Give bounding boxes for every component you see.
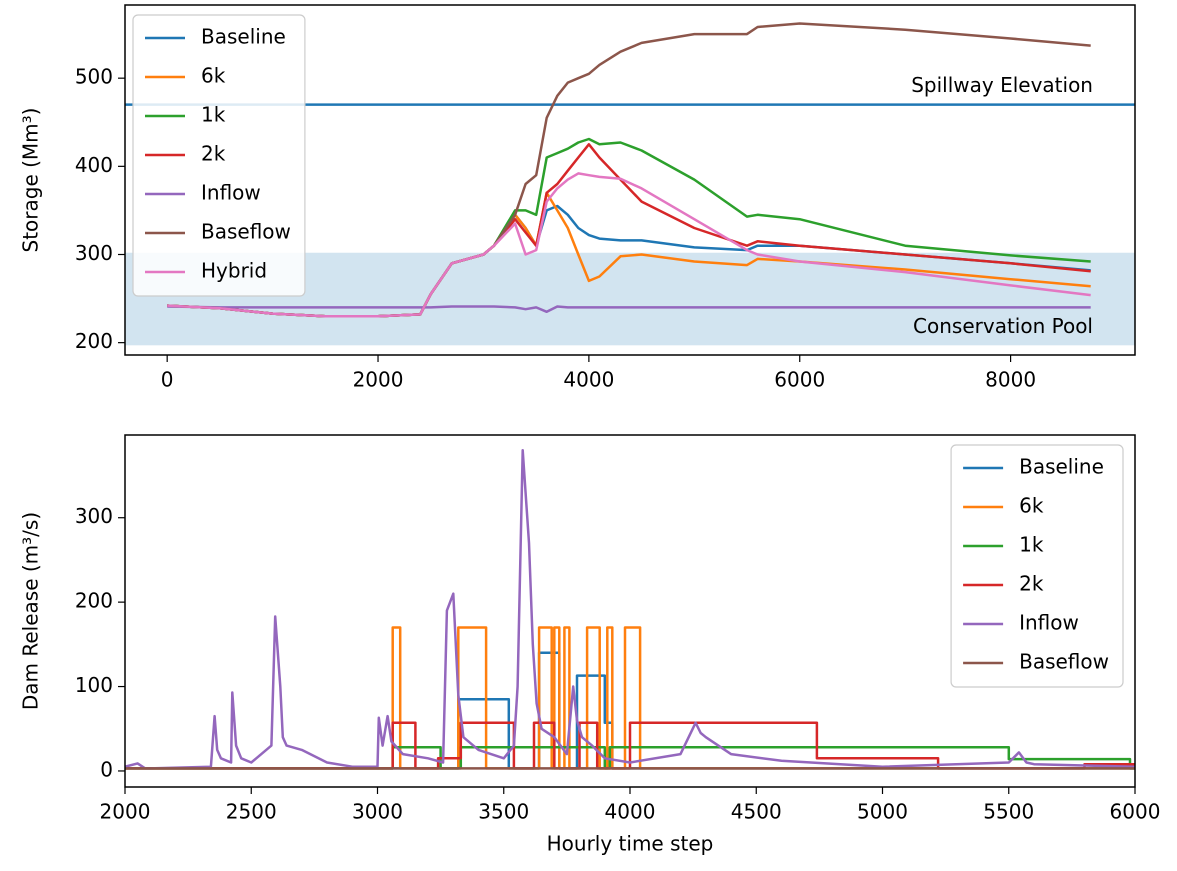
x-tick-label: 3000	[352, 800, 403, 824]
y-tick-label: 200	[75, 589, 113, 613]
x-tick-label: 2500	[226, 800, 277, 824]
legend-label: 6k	[201, 64, 226, 88]
x-tick-label: 5000	[857, 800, 908, 824]
legend-box	[132, 14, 306, 297]
y-tick-label: 300	[75, 241, 113, 265]
x-axis-label: Hourly time step	[547, 832, 714, 856]
axes-frame	[124, 4, 1136, 356]
subplot: 2000 2500 3000 3500 4000 4500 5000 5500 6000 0 100…	[19, 434, 1161, 856]
legend: Baseline 6k 1k 2k Inflow Baseflow	[950, 444, 1124, 688]
x-tick-label: 4500	[731, 800, 782, 824]
legend-label: Inflow	[1019, 611, 1079, 635]
x-tick-label: 3500	[478, 800, 529, 824]
x-tick-label: 2000	[353, 368, 404, 392]
x-tick-label: 0	[161, 368, 174, 392]
x-tick-label: 4000	[605, 800, 656, 824]
series-line	[167, 172, 1091, 318]
y-axis-label: Storage (Mm³)	[19, 108, 43, 253]
x-tick-label: 6000	[774, 368, 825, 392]
series-line	[167, 305, 1091, 314]
y-tick-label: 0	[100, 757, 113, 781]
legend-label: 1k	[1019, 533, 1044, 557]
y-tick-label: 300	[75, 504, 113, 528]
x-tick-label: 6000	[1110, 800, 1161, 824]
subplot: Conservation Pool Spillway Elevation 0 2000…	[19, 4, 1136, 392]
legend-label: Baseflow	[1019, 650, 1109, 674]
x-tick-label: 8000	[985, 368, 1036, 392]
legend-box	[950, 444, 1124, 688]
span-label: Conservation Pool	[913, 314, 1093, 338]
legend-label: Baseflow	[201, 220, 291, 244]
legend-label: Baseline	[201, 25, 286, 49]
y-tick-label: 200	[75, 329, 113, 353]
y-tick-label: 100	[75, 673, 113, 697]
legend-label: 1k	[201, 103, 226, 127]
hline-label: Spillway Elevation	[911, 73, 1093, 97]
legend-label: 6k	[1019, 494, 1044, 518]
x-tick-label: 4000	[563, 368, 614, 392]
legend-label: Baseline	[1019, 455, 1104, 479]
x-tick-label: 2000	[100, 800, 151, 824]
legend-label: 2k	[201, 142, 226, 166]
legend-label: Hybrid	[201, 259, 267, 283]
legend-label: Inflow	[201, 181, 261, 205]
y-tick-label: 500	[75, 65, 113, 89]
series-line	[125, 448, 1135, 770]
x-tick-label: 5500	[983, 800, 1034, 824]
y-axis-label: Dam Release (m³/s)	[19, 512, 43, 710]
y-tick-label: 400	[75, 153, 113, 177]
plot-area	[125, 448, 1135, 770]
legend-label: 2k	[1019, 572, 1044, 596]
legend: Baseline 6k 1k 2k Inflow Baseflow Hybrid	[132, 14, 306, 297]
